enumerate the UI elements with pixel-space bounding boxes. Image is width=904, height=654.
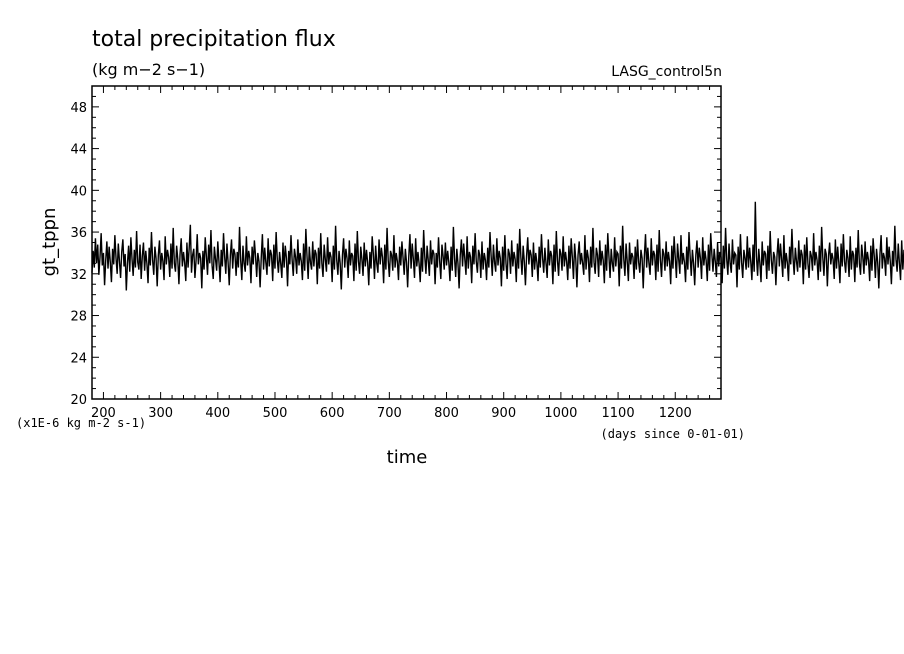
x-tick-label: 700 [377, 406, 402, 421]
chart-subtitle: (kg m−2 s−1) [92, 60, 205, 79]
x-tick-label: 200 [91, 406, 116, 421]
x-tick-label: 500 [263, 406, 288, 421]
y-tick-label: 24 [70, 351, 87, 366]
y-axis-label: gt_tppn [39, 208, 60, 277]
series-line-gt-tppn [91, 201, 904, 291]
x-axis-label: time [387, 447, 428, 468]
x-tick-label: 300 [148, 406, 173, 421]
x-tick-label: 1200 [659, 406, 692, 421]
x-axis-ticks: 200 300 400 500 600 700 800 900 1000 1100 1200 [91, 86, 722, 421]
plot-frame [91, 85, 722, 400]
y-axis-units: (x1E-6 kg m-2 s-1) [16, 416, 146, 430]
x-tick-label: 800 [434, 406, 459, 421]
run-label: LASG_control5n [611, 64, 722, 80]
y-axis-ticks: 20 24 28 32 36 40 44 48 [70, 85, 721, 408]
y-tick-label: 20 [70, 393, 87, 408]
y-tick-label: 48 [70, 101, 87, 116]
y-tick-label: 32 [70, 268, 87, 283]
y-tick-label: 44 [70, 143, 87, 158]
y-tick-label: 36 [70, 226, 87, 241]
x-tick-label: 600 [320, 406, 345, 421]
x-tick-label: 1100 [602, 406, 635, 421]
x-axis-units: (days since 0-01-01) [601, 427, 746, 441]
x-tick-label: 900 [491, 406, 516, 421]
chart-title: total precipitation flux [92, 27, 336, 52]
y-tick-label: 40 [70, 184, 87, 199]
x-tick-label: 1000 [544, 406, 577, 421]
y-tick-label: 28 [70, 310, 87, 325]
x-tick-label: 400 [205, 406, 230, 421]
